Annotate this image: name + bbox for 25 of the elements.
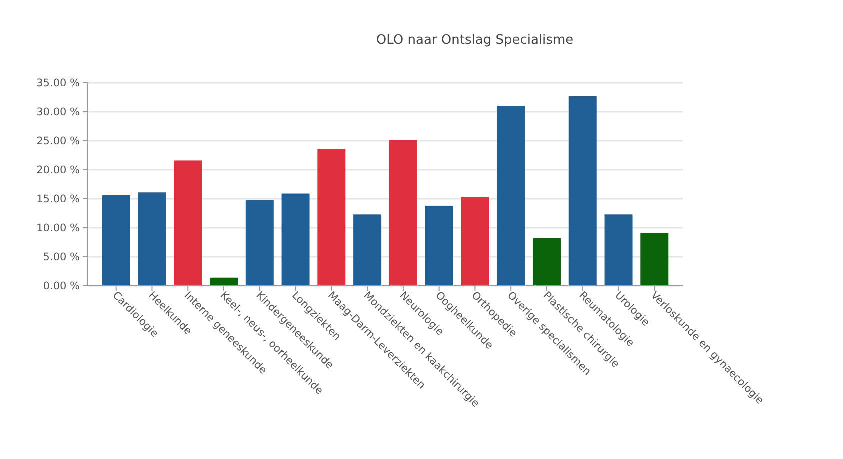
bar [102,196,130,286]
bar [210,278,238,286]
bar [282,194,310,286]
bar [532,238,561,286]
bar [354,214,382,286]
bar [425,206,454,286]
bar [497,106,526,286]
bar [568,96,597,286]
bar [246,200,274,286]
bar [138,192,166,286]
y-tick-label: 25.00 % [36,136,80,148]
chart-title: OLO naar Ontslag Specialisme [376,33,574,48]
bar [461,197,490,286]
bar [604,214,633,286]
y-tick-label: 35.00 % [36,78,80,90]
bar [174,160,202,286]
y-tick-label: 5.00 % [43,252,80,264]
y-tick-label: 20.00 % [36,164,80,177]
bar [389,140,418,286]
bar [318,149,346,286]
bar [640,233,669,286]
y-tick-label: 15.00 % [36,194,80,206]
y-tick-label: 30.00 % [36,106,80,119]
y-tick-label: 10.00 % [36,222,80,235]
y-tick-label: 0.00 % [43,280,80,293]
